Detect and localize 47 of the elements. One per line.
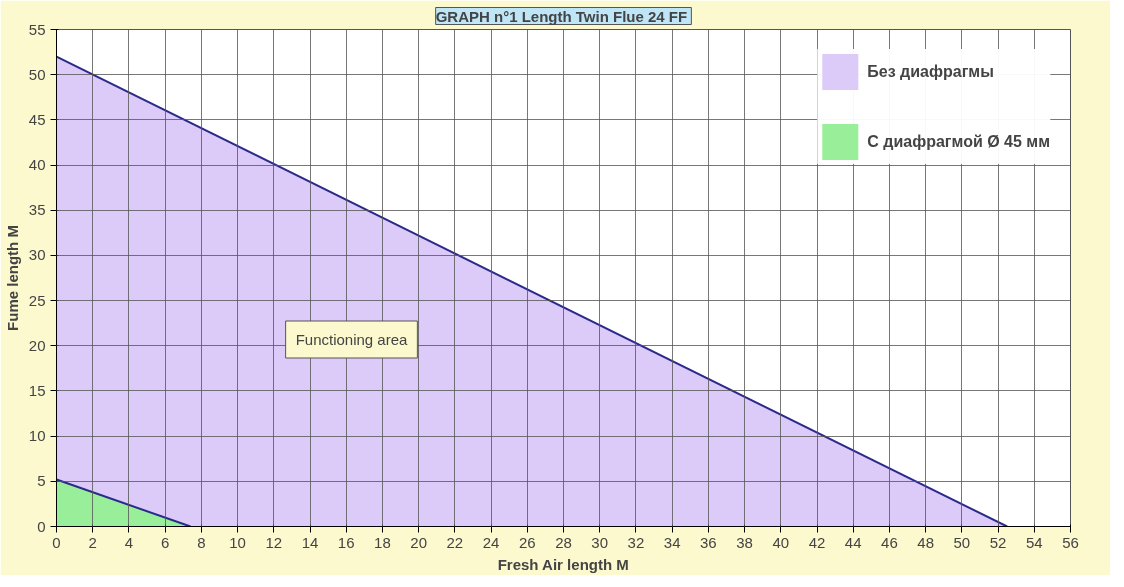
y-tick-label: 10 — [28, 427, 46, 445]
x-tick-label: 36 — [700, 533, 717, 551]
x-tick-label: 20 — [410, 533, 427, 551]
y-tick-label: 25 — [28, 291, 46, 309]
y-tick-label: 35 — [28, 201, 46, 219]
x-tick-label: 22 — [446, 533, 464, 551]
y-tick-label: 15 — [28, 381, 46, 399]
x-tick-label: 30 — [591, 533, 609, 551]
x-tick-label: 48 — [917, 533, 934, 551]
y-tick-label: 40 — [28, 156, 46, 174]
x-tick-label: 12 — [265, 533, 283, 551]
legend-label: Без диафрагмы — [867, 62, 994, 81]
legend-label: С диафрагмой Ø 45 мм — [867, 132, 1050, 151]
x-tick-label: 52 — [989, 533, 1007, 551]
x-tick-label: 50 — [953, 533, 971, 551]
x-tick-label: 28 — [555, 533, 572, 551]
y-tick-label: 45 — [28, 110, 46, 128]
x-tick-label: 40 — [772, 533, 790, 551]
x-tick-label: 2 — [88, 533, 97, 551]
x-axis-title: Fresh Air length M — [497, 555, 629, 573]
x-tick-label: 0 — [52, 533, 61, 551]
x-tick-label: 4 — [124, 533, 134, 551]
y-tick-label: 5 — [37, 472, 46, 490]
x-tick-label: 38 — [736, 533, 753, 551]
x-tick-label: 54 — [1025, 533, 1043, 551]
x-tick-label: 46 — [881, 533, 898, 551]
y-axis-title: Fume length M — [3, 225, 21, 331]
x-tick-label: 16 — [337, 533, 355, 551]
x-tick-label: 10 — [229, 533, 246, 551]
x-tick-label: 56 — [1062, 533, 1079, 551]
y-tick-label: 30 — [28, 246, 46, 264]
y-tick-label: 0 — [37, 517, 46, 535]
x-tick-label: 18 — [374, 533, 391, 551]
y-tick-label: 55 — [28, 20, 46, 38]
x-tick-label: 34 — [663, 533, 681, 551]
x-tick-label: 6 — [160, 533, 170, 551]
x-tick-label: 44 — [844, 533, 862, 551]
chart-title: GRAPH n°1 Length Twin Flue 24 FF — [435, 7, 688, 25]
y-tick-label: 20 — [28, 336, 46, 354]
x-tick-label: 32 — [627, 533, 645, 551]
x-tick-label: 14 — [301, 533, 319, 551]
annotation: Functioning area — [295, 331, 409, 348]
x-tick-label: 26 — [518, 533, 536, 551]
y-tick-label: 50 — [28, 65, 46, 83]
x-tick-label: 42 — [808, 533, 826, 551]
x-tick-label: 24 — [482, 533, 500, 551]
x-tick-label: 8 — [197, 533, 206, 551]
